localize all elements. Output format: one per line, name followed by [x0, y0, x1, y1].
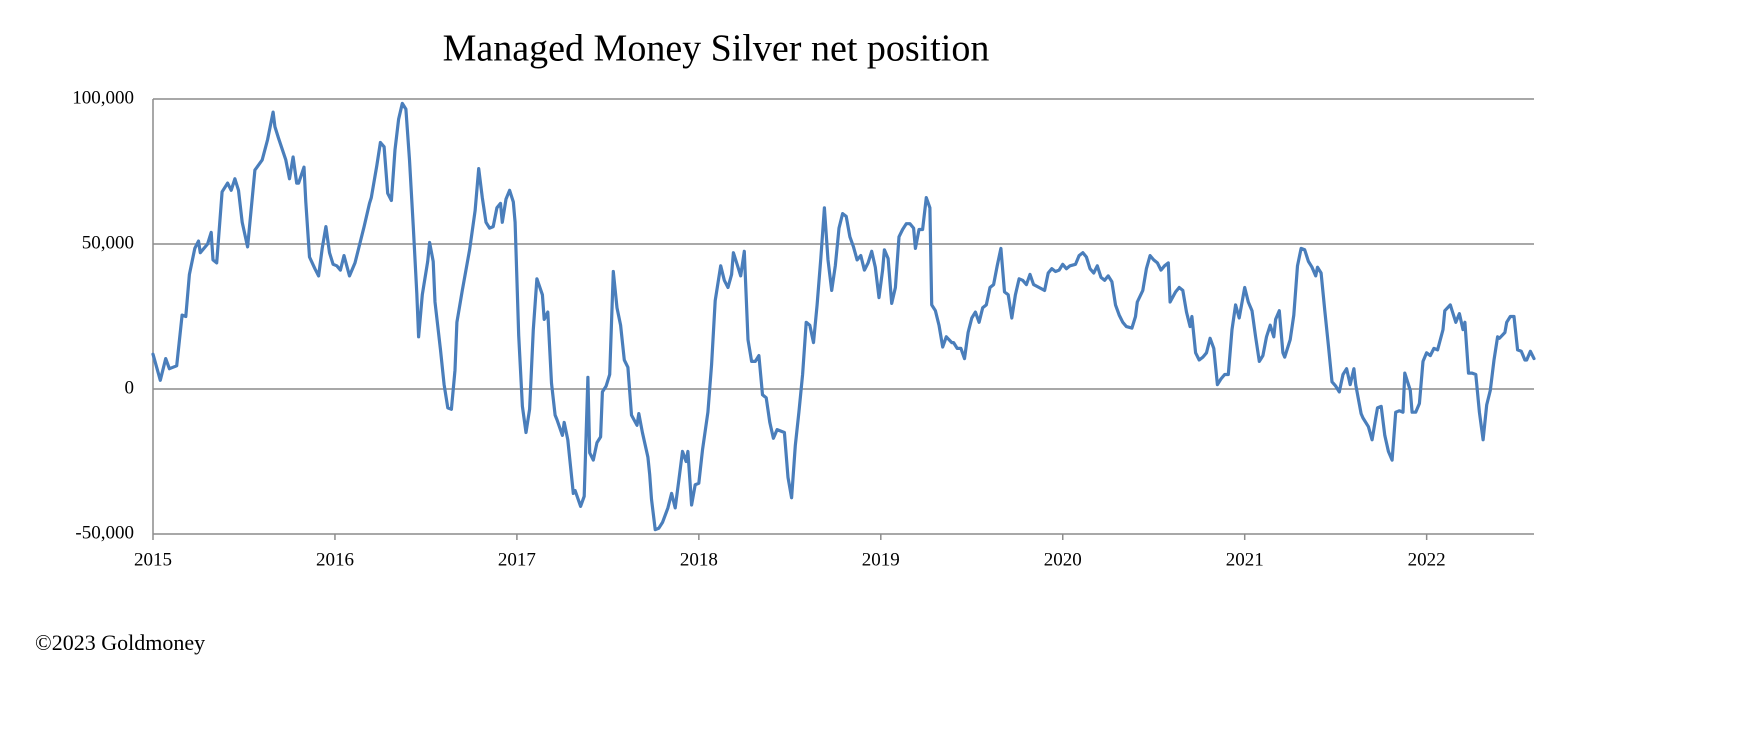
chart-title: Managed Money Silver net position [443, 28, 990, 70]
y-tick-label: 50,000 [82, 232, 134, 253]
x-tick-label: 2022 [1408, 549, 1446, 570]
footer: ©2023 Goldmoney [35, 630, 205, 655]
x-tick-label: 2020 [1044, 549, 1082, 570]
x-tick-label: 2017 [498, 549, 536, 570]
y-tick-label: 100,000 [72, 87, 134, 108]
x-tick-label: 2016 [316, 549, 354, 570]
data-line [151, 101, 1536, 532]
x-tick-label: 2018 [680, 549, 718, 570]
y-tick-label: -50,000 [75, 522, 134, 543]
x-tick-label: 2019 [862, 549, 900, 570]
x-tick-label: 2021 [1226, 549, 1264, 570]
x-tick-label: 2015 [134, 549, 172, 570]
y-tick-label: 0 [125, 377, 135, 398]
